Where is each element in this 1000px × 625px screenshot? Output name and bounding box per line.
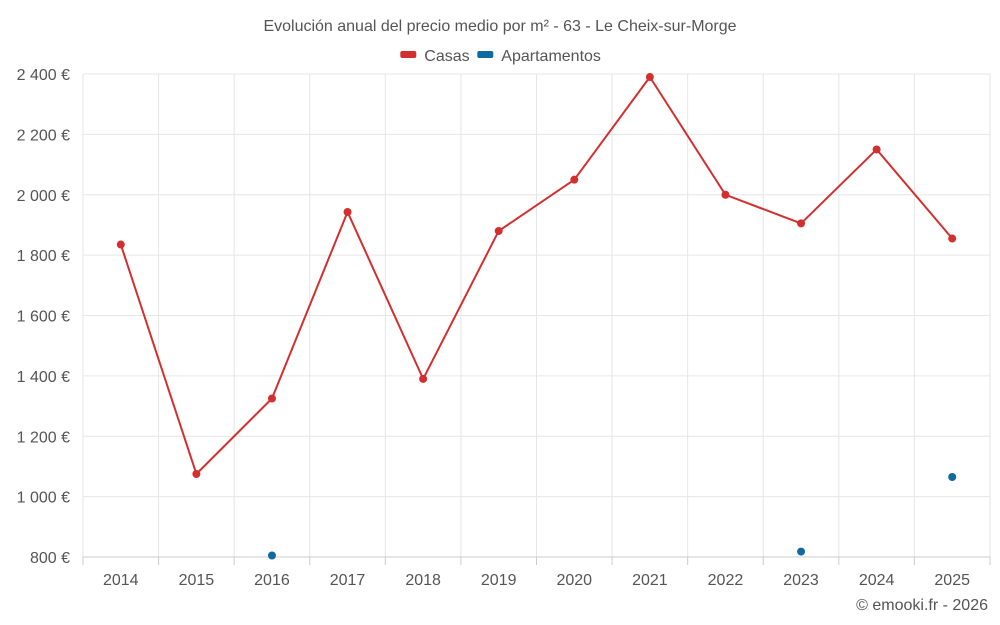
y-tick-label: 1 200 €: [17, 429, 70, 446]
data-point[interactable]: [948, 234, 957, 243]
data-point[interactable]: [797, 219, 806, 228]
data-point[interactable]: [192, 469, 201, 478]
data-point[interactable]: [948, 473, 957, 482]
x-tick-label: 2016: [254, 572, 290, 589]
legend-label: Casas: [424, 48, 469, 65]
x-tick-label: 2018: [405, 572, 441, 589]
credit-text: © emooki.fr - 2026: [856, 597, 988, 614]
x-tick-label: 2021: [632, 572, 668, 589]
legend[interactable]: Casas Apartamentos: [400, 48, 601, 65]
data-point[interactable]: [343, 207, 352, 216]
y-tick-label: 800 €: [30, 550, 70, 567]
x-tick-label: 2024: [859, 572, 895, 589]
data-point[interactable]: [645, 73, 654, 82]
x-tick-label: 2019: [481, 572, 517, 589]
series-layer: [116, 73, 957, 560]
y-tick-label: 1 800 €: [17, 248, 70, 265]
data-point[interactable]: [267, 551, 276, 560]
x-tick-label: 2025: [934, 572, 970, 589]
legend-swatch: [400, 51, 417, 58]
series-apartamentos: [267, 473, 957, 560]
data-point[interactable]: [267, 394, 276, 403]
grid-lines: [82, 73, 991, 557]
y-tick-label: 2 400 €: [17, 67, 70, 84]
legend-item-casas[interactable]: Casas: [400, 48, 470, 65]
y-tick-label: 2 000 €: [17, 188, 70, 205]
x-tick-label: 2023: [783, 572, 819, 589]
data-point[interactable]: [116, 240, 125, 249]
x-tick-label: 2015: [179, 572, 215, 589]
legend-label: Apartamentos: [501, 48, 601, 65]
data-point[interactable]: [872, 145, 881, 154]
data-point[interactable]: [419, 374, 428, 383]
series-line: [119, 76, 953, 475]
data-point[interactable]: [721, 190, 730, 199]
x-tick-label: 2022: [708, 572, 744, 589]
y-tick-label: 1 000 €: [17, 490, 70, 507]
y-tick-label: 1 600 €: [17, 309, 70, 326]
data-point[interactable]: [494, 226, 503, 235]
legend-swatch: [477, 51, 494, 58]
data-point[interactable]: [797, 547, 806, 556]
legend-item-apartamentos[interactable]: Apartamentos: [477, 48, 601, 65]
x-tick-label: 2020: [556, 572, 592, 589]
y-axis: 800 € 1 000 € 1 200 € 1 400 € 1 600 € 1 800 €…: [17, 67, 70, 567]
chart-title: Evolución anual del precio medio por m² …: [263, 18, 736, 35]
data-point[interactable]: [570, 175, 579, 184]
x-axis: 2014 2015 2016 2017 2018 2019 2020 2021 2022 2023…: [82, 556, 991, 589]
y-tick-label: 1 400 €: [17, 369, 70, 386]
x-tick-label: 2014: [103, 572, 139, 589]
x-tick-label: 2017: [330, 572, 366, 589]
series-casas: [116, 73, 957, 478]
y-tick-label: 2 200 €: [17, 127, 70, 144]
